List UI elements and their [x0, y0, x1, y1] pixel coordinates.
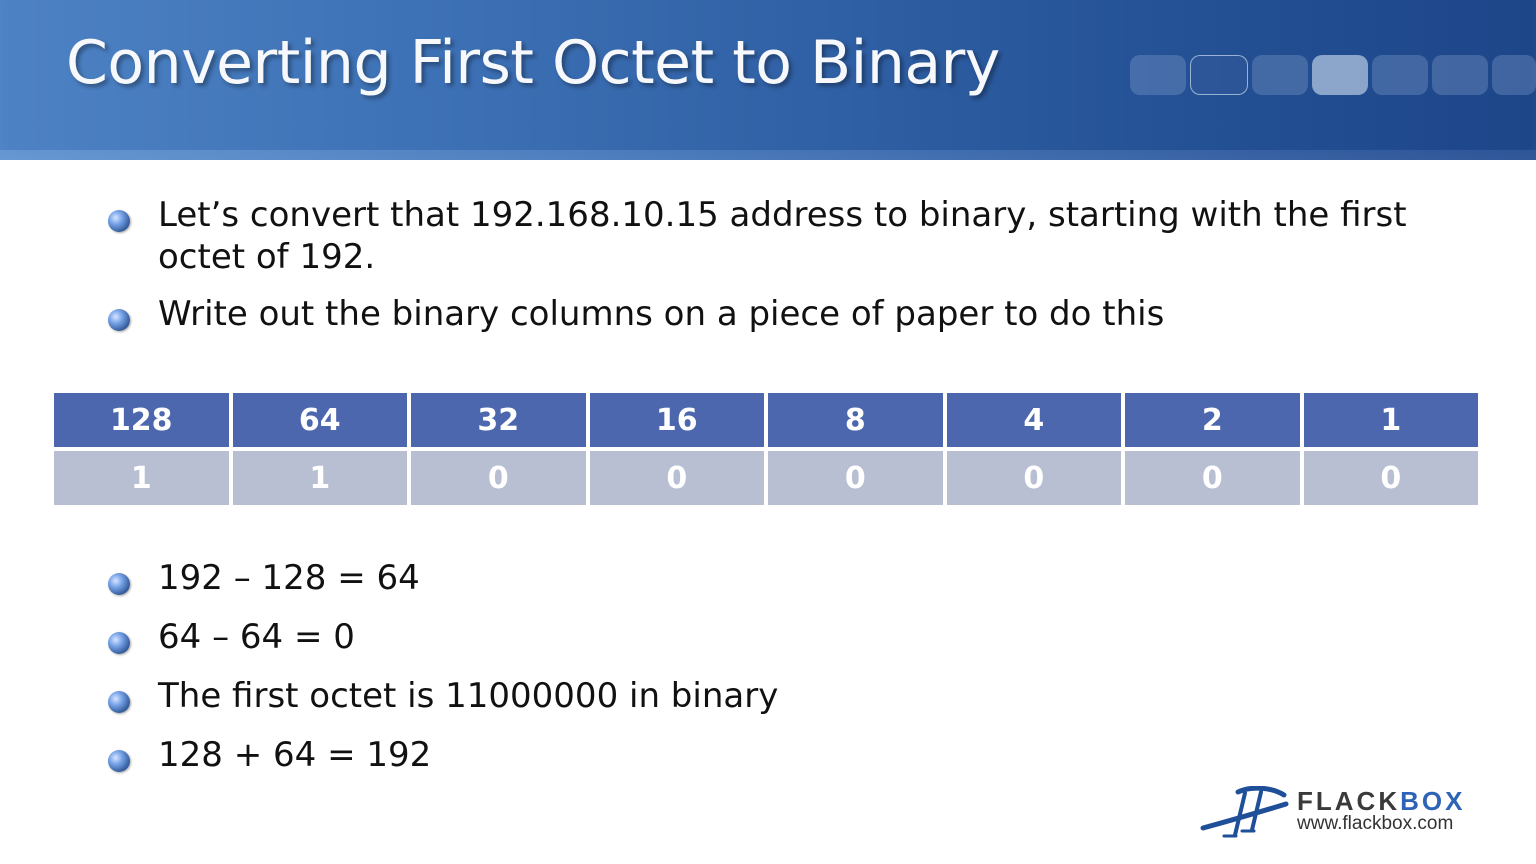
blue-sphere-bullet-icon — [108, 309, 130, 332]
calculation-bullet-list: 192 – 128 = 64 64 – 64 = 0 The first oct… — [108, 557, 908, 777]
logo-brand-prefix: FLACK — [1297, 786, 1401, 816]
binary-value-cell: 1 — [232, 451, 407, 505]
binary-header-cell: 8 — [768, 393, 943, 447]
blue-sphere-bullet-icon — [108, 691, 130, 714]
binary-header-row: 128 64 32 16 8 4 2 1 — [54, 393, 1478, 447]
decor-tile-outline — [1190, 55, 1248, 95]
logo-url: www.flackbox.com — [1297, 813, 1454, 834]
blue-sphere-bullet-icon — [108, 573, 130, 595]
decor-tile — [1130, 55, 1186, 95]
calculation-bullet-text: The first octet is 11000000 in binary — [158, 676, 779, 717]
calculation-bullet-text: 128 + 64 = 192 — [158, 735, 432, 776]
title-banner: Converting First Octet to Binary — [0, 0, 1536, 160]
binary-value-row: 1 1 0 0 0 0 0 0 — [54, 451, 1478, 505]
binary-header-cell: 2 — [1125, 393, 1300, 447]
flackbox-bridge-logo-icon — [1200, 786, 1289, 838]
binary-header-cell: 16 — [589, 393, 764, 447]
intro-bullet-text: Write out the binary columns on a piece … — [158, 294, 1165, 335]
calculation-bullet-text: 192 – 128 = 64 — [158, 558, 420, 598]
binary-value-cell: 0 — [1125, 451, 1300, 505]
flackbox-logo: FLACKBOX www.flackbox.com — [1198, 786, 1498, 838]
intro-bullet-list: Let’s convert that 192.168.10.15 address… — [108, 194, 1408, 335]
binary-header-cell: 64 — [232, 393, 407, 447]
binary-value-cell: 0 — [946, 451, 1121, 505]
calculation-bullet-item: 192 – 128 = 64 — [108, 557, 908, 599]
calculation-bullet-item: The first octet is 11000000 in binary — [108, 675, 908, 717]
decor-tile-highlight — [1312, 55, 1368, 95]
intro-bullet-text: Let’s convert that 192.168.10.15 address… — [158, 195, 1407, 278]
flackbox-brand: FLACKBOX — [1297, 786, 1465, 817]
logo-brand-suffix: BOX — [1400, 786, 1466, 816]
decor-tile — [1252, 55, 1308, 95]
blue-sphere-bullet-icon — [108, 750, 130, 773]
binary-header-cell: 1 — [1303, 393, 1478, 447]
blue-sphere-bullet-icon — [108, 632, 130, 655]
binary-header-cell: 4 — [946, 393, 1121, 447]
intro-bullet-item: Write out the binary columns on a piece … — [108, 293, 1408, 335]
decor-tile — [1432, 55, 1488, 95]
calculation-bullet-item: 64 – 64 = 0 — [108, 616, 908, 658]
binary-columns-table: 128 64 32 16 8 4 2 1 1 1 0 0 0 0 0 0 — [50, 389, 1482, 509]
decor-tile — [1492, 55, 1536, 95]
calculation-bullet-item: 128 + 64 = 192 — [108, 734, 908, 776]
binary-value-cell: 1 — [54, 451, 229, 505]
decor-tile — [1372, 55, 1428, 95]
binary-value-cell: 0 — [1303, 451, 1478, 505]
binary-value-cell: 0 — [768, 451, 943, 505]
binary-header-cell: 128 — [54, 393, 229, 447]
binary-value-cell: 0 — [411, 451, 586, 505]
blue-sphere-bullet-icon — [108, 210, 130, 232]
intro-bullet-item: Let’s convert that 192.168.10.15 address… — [108, 194, 1408, 278]
calculation-bullet-text: 64 – 64 = 0 — [158, 617, 355, 658]
slide-title: Converting First Octet to Binary — [66, 28, 1000, 98]
header-decoration — [1130, 55, 1536, 95]
binary-header-cell: 32 — [411, 393, 586, 447]
binary-value-cell: 0 — [589, 451, 764, 505]
